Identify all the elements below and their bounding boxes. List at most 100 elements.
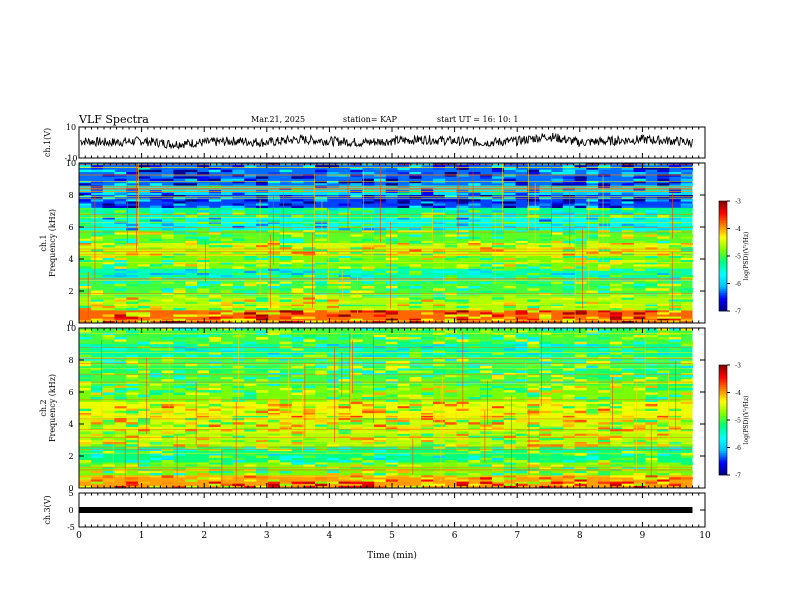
spectrogram-cell — [444, 431, 457, 434]
spectrogram-cell — [326, 217, 339, 220]
spectrogram-cell — [645, 270, 658, 273]
spectrogram-cell — [468, 212, 481, 216]
spectrogram-cell — [373, 301, 387, 304]
spectrogram-cell — [491, 406, 505, 409]
spectrogram-cell — [503, 283, 516, 287]
spectrogram-cell — [409, 397, 422, 400]
spectrogram-cell — [126, 361, 139, 364]
spectrogram-cell — [114, 431, 127, 434]
spectrogram-cell — [468, 221, 481, 224]
spectrogram-cell — [315, 221, 328, 224]
spectrogram-cell — [468, 365, 481, 369]
spectrogram-cell — [550, 481, 564, 484]
spectrogram-cell — [598, 397, 611, 400]
spectrogram-cell — [102, 479, 115, 482]
spectrogram-cell — [680, 372, 693, 376]
spectrogram-cell — [503, 262, 516, 265]
spectrogram-cell — [468, 316, 481, 319]
spectrogram-cell — [256, 219, 269, 222]
spectrogram-cell — [232, 180, 245, 184]
spectrogram-cell — [102, 320, 115, 324]
spectrogram-cell — [574, 301, 587, 304]
spectrogram-cell — [480, 460, 493, 463]
spectrogram-cell — [456, 264, 469, 267]
spectrogram-cell — [256, 390, 269, 393]
spectrogram-cell — [633, 429, 646, 432]
spectrogram-cell — [244, 165, 257, 168]
spectrogram-cell — [503, 470, 516, 474]
spectrogram-cell — [515, 348, 528, 351]
spectrogram-cell — [586, 221, 599, 224]
spectrogram-cell — [138, 312, 151, 315]
spectrogram-cell — [244, 303, 257, 307]
spectrogram-cell — [539, 163, 552, 166]
spectrogram-cell — [562, 350, 575, 353]
spectrogram-cell — [256, 410, 269, 414]
spectrogram-cell — [385, 429, 398, 432]
spectrogram-cell — [539, 303, 552, 307]
spectrogram-cell — [633, 379, 646, 382]
spectrogram-cell — [138, 212, 151, 216]
spectrogram-cell — [527, 320, 540, 324]
spectrogram-cell — [668, 281, 682, 284]
spectrogram-cell — [90, 370, 103, 373]
spectrogram-cell — [515, 460, 528, 463]
spectrogram-cell — [562, 286, 575, 289]
spectrogram-cell — [232, 318, 245, 321]
spectrogram-cell — [208, 301, 221, 304]
spectrogram-cell — [397, 192, 410, 196]
spectrogram-cell — [126, 297, 139, 300]
spectrogram-cell — [444, 330, 457, 333]
spectrogram-cell — [409, 174, 422, 177]
spectrogram-cell — [645, 387, 658, 391]
spectrogram-cell — [468, 381, 481, 384]
spectrogram-cell — [539, 385, 552, 389]
spectrogram-cell — [421, 292, 434, 296]
spectrogram-cell — [527, 310, 540, 313]
spectrogram-cell — [586, 444, 599, 447]
colorbar-segment — [719, 261, 727, 264]
spectrogram-cell — [279, 195, 292, 198]
spectrogram-cell — [244, 392, 257, 395]
spectrogram-cell — [303, 370, 316, 373]
spectrogram-cell — [609, 223, 623, 227]
spectrogram-cell — [550, 424, 564, 427]
spectrogram-cell — [574, 444, 587, 447]
spectrogram-cell — [315, 337, 328, 340]
spectrogram-cell — [315, 283, 328, 287]
spectrogram-cell — [197, 228, 210, 231]
spectrogram-cell — [126, 199, 139, 202]
spectrogram-cell — [539, 203, 552, 206]
spectrogram-cell — [244, 448, 257, 452]
spectrogram-cell — [208, 308, 221, 311]
spectrogram-cell — [633, 330, 646, 333]
spectrogram-cell — [621, 215, 634, 218]
spectrogram-cell — [574, 219, 587, 222]
spectrogram-cell — [291, 374, 304, 378]
spectrogram-cell — [267, 483, 280, 486]
spectrogram-cell — [208, 468, 221, 472]
y-axis-label: ch.2 — [39, 399, 48, 416]
spectrogram-cell — [267, 165, 280, 168]
spectrogram-cell — [362, 201, 375, 204]
spectrogram-cell — [657, 328, 670, 331]
spectrogram-cell — [645, 203, 658, 206]
spectrogram-cell — [598, 318, 611, 321]
spectrogram-cell — [220, 462, 233, 465]
colorbar-segment — [719, 250, 727, 253]
spectrogram-cell — [291, 440, 304, 443]
spectrogram-cell — [161, 462, 174, 465]
spectrogram-cell — [491, 180, 505, 184]
colorbar-segment — [719, 464, 727, 467]
spectrogram-cell — [574, 183, 587, 186]
spectrogram-cell — [586, 169, 599, 173]
spectrogram-cell — [267, 305, 280, 309]
spectrogram-cell — [362, 479, 375, 482]
spectrogram-cell — [244, 236, 257, 239]
spectrogram-cell — [609, 303, 623, 307]
spectrogram-cell — [102, 464, 115, 467]
spectrogram-cell — [373, 406, 387, 409]
spectrogram-cell — [432, 236, 446, 239]
spectrogram-cell — [468, 475, 481, 478]
